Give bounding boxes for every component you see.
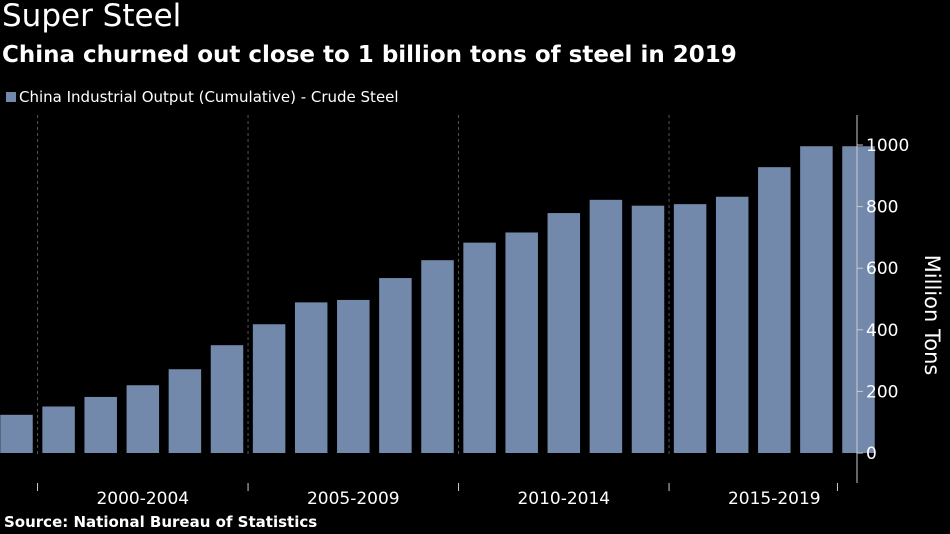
y-tick-label: 0 [866, 444, 877, 464]
legend-label: China Industrial Output (Cumulative) - C… [19, 88, 399, 106]
bar-2015 [673, 204, 707, 453]
bar-1999 [0, 414, 33, 453]
y-tick-label: 1000 [866, 136, 909, 156]
bar-2009 [421, 260, 454, 453]
x-group-label: 2000-2004 [96, 489, 189, 509]
bar-2004 [210, 345, 244, 453]
bar-2005 [252, 324, 286, 453]
source-note: Source: National Bureau of Statistics [4, 513, 318, 531]
bar-2013 [589, 199, 623, 453]
bar-2011 [505, 232, 538, 453]
bar-2012 [547, 213, 581, 453]
bar-2016 [715, 196, 749, 453]
y-tick-label: 200 [866, 382, 898, 402]
bar-2003 [168, 369, 202, 453]
bar-2007 [337, 299, 370, 453]
bar-2006 [294, 302, 328, 453]
bar-2008 [379, 278, 412, 453]
bar-2002 [126, 385, 160, 453]
bar-2001 [84, 396, 117, 453]
legend: China Industrial Output (Cumulative) - C… [6, 88, 399, 106]
x-group-label: 2015-2019 [728, 489, 821, 509]
y-tick-label: 600 [866, 259, 898, 279]
x-group-label: 2010-2014 [517, 489, 610, 509]
bar-2010 [463, 242, 496, 453]
chart-subtitle: China churned out close to 1 billion ton… [2, 42, 737, 68]
y-tick-label: 400 [866, 321, 898, 341]
bar-2018 [800, 146, 833, 453]
bar-2017 [758, 167, 791, 453]
bar-2019 [842, 146, 875, 453]
y-tick-label: 800 [866, 198, 898, 218]
x-group-label: 2005-2009 [307, 489, 400, 509]
legend-swatch [6, 92, 16, 102]
chart-title: Super Steel [2, 0, 182, 34]
y-axis-title: Million Tons [920, 255, 944, 376]
bar-2000 [42, 406, 75, 453]
bar-2014 [631, 205, 665, 453]
